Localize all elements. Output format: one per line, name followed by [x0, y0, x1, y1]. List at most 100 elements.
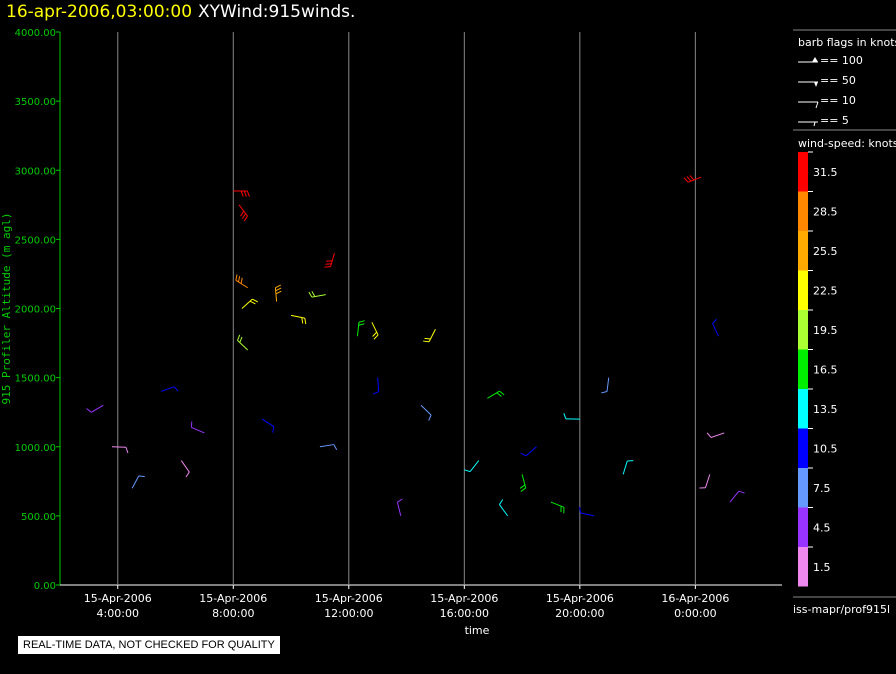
barb-staff [704, 474, 711, 488]
title-timestamp: 16-apr-2006,03:00:00 [6, 2, 193, 22]
barb-staff [238, 204, 248, 217]
barb-flag [237, 275, 241, 283]
barb-flag [239, 336, 243, 343]
barb-flag [358, 320, 365, 323]
y-tick-label: 3000.00 [15, 166, 56, 177]
wind-barb [423, 329, 436, 343]
barb-staff [525, 446, 537, 457]
x-tick-date: 15-Apr-2006 [199, 592, 267, 605]
barb-flag [304, 317, 307, 325]
y-tick-label: 3500.00 [15, 97, 56, 108]
barb-flag [563, 413, 567, 420]
barb-flag [243, 190, 247, 197]
barb-flag [240, 210, 245, 217]
barb-flag [240, 190, 244, 197]
barb-staff [261, 418, 275, 428]
wind-barb [729, 490, 745, 503]
speed-color-swatch [798, 310, 808, 350]
y-tick-label: 0.00 [34, 581, 56, 592]
barb-staff [606, 377, 610, 392]
barb-flag [275, 284, 282, 289]
barb-flag [235, 274, 238, 281]
wind-barb [274, 284, 282, 302]
barb-flag [601, 391, 608, 394]
barb-staff [160, 386, 175, 392]
wind-barb [706, 432, 725, 438]
wind-barb [131, 475, 145, 489]
wind-barb [237, 334, 249, 351]
barb-staff [319, 444, 334, 448]
barb-flag [275, 287, 282, 292]
barb-staff [687, 176, 702, 183]
title-product: XYWind:915winds. [198, 2, 356, 22]
wind-barb [420, 404, 432, 421]
wind-barb [356, 320, 365, 337]
speed-bin-label: 1.5 [813, 561, 831, 574]
barb-flag [242, 213, 247, 219]
wind-barb [180, 460, 190, 478]
barb-flag [689, 175, 695, 181]
barb-staff [290, 314, 305, 319]
barb-flag [520, 487, 526, 492]
barb-flag [428, 414, 432, 421]
wind-barb [319, 444, 338, 451]
x-tick-date: 15-Apr-2006 [84, 592, 152, 605]
barb-staff [274, 287, 278, 302]
barb-staff [241, 298, 253, 309]
barb-flag [499, 390, 505, 396]
barb-flag [579, 506, 582, 514]
wind-barb [308, 291, 326, 298]
wind-barb [191, 421, 205, 434]
wind-barb [233, 190, 250, 197]
wind-barb [464, 460, 480, 473]
barb-staff [131, 475, 140, 489]
speed-bin-label: 7.5 [813, 482, 831, 495]
barb-item-10: == 10 [820, 94, 856, 107]
speed-color-swatch [798, 270, 808, 310]
x-tick-time: 0:00:00 [674, 607, 716, 620]
barb-staff [235, 279, 248, 289]
speed-bin-label: 13.5 [813, 403, 838, 416]
chart-title: 16-apr-2006,03:00:00 XYWind:915winds. [6, 2, 355, 22]
x-axis-label: time [465, 624, 490, 637]
barb-flag [498, 499, 504, 505]
barb-flag [372, 331, 378, 337]
barb-staff [377, 377, 380, 392]
x-tick-time: 20:00:00 [555, 607, 604, 620]
speed-color-swatch [798, 389, 808, 429]
legend-graphics: 31.5 28.5 25.5 22.5 19.5 16.5 13.5 10.5 7.5 4.5 1.… [793, 29, 896, 598]
barb-flag [706, 432, 712, 438]
wind-barb [261, 418, 275, 433]
barb-staff [180, 460, 190, 473]
barb-legend-title: barb flags in knots [798, 36, 896, 49]
speed-color-swatch [798, 547, 808, 587]
barb-item-5: == 5 [820, 114, 849, 127]
barb-flag [496, 392, 502, 397]
barb-flag [358, 323, 365, 326]
wind-barb [498, 499, 509, 517]
barb-staff [622, 460, 628, 475]
y-tick-label: 2500.00 [15, 235, 56, 246]
barb-flag [237, 334, 241, 341]
wind-barb [235, 274, 248, 289]
barb-flag [519, 484, 526, 489]
x-tick-date: 15-Apr-2006 [315, 592, 383, 605]
wind-barb [683, 175, 702, 183]
speed-color-swatch [798, 191, 808, 231]
quality-disclaimer: REAL-TIME DATA, NOT CHECKED FOR QUALITY [18, 636, 280, 654]
wind-barb [111, 446, 129, 454]
barb-flag [424, 337, 431, 340]
speed-bin-label: 16.5 [813, 363, 838, 376]
barb-flag [308, 291, 313, 298]
barb-staff [191, 426, 205, 434]
barb-staff [469, 460, 480, 472]
barb-flag [464, 469, 471, 473]
barb-staff [330, 253, 335, 267]
barb-staff [712, 323, 719, 337]
wind-barb [601, 377, 610, 394]
barb-flag [373, 334, 379, 340]
barb-flag [275, 290, 282, 295]
speed-legend-title: wind-speed: knots [798, 137, 896, 150]
legend-panel: 31.5 28.5 25.5 22.5 19.5 16.5 13.5 10.5 7.5 4.5 1.… [793, 0, 896, 674]
speed-color-swatch [798, 428, 808, 468]
